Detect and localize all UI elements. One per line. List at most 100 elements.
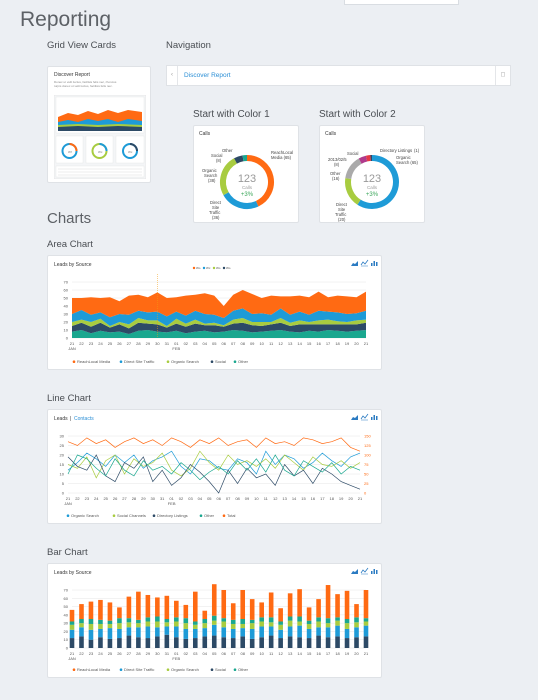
bar-segment	[136, 623, 141, 628]
bar-segment	[259, 602, 264, 618]
x-tick-label: 27	[127, 651, 132, 656]
bar-segment	[287, 636, 293, 648]
x-tick-label: 21	[364, 651, 369, 656]
bar-segment	[249, 638, 255, 648]
x-month-label: FEB	[172, 656, 180, 661]
donut-2-label-direct-3: Traffic	[335, 212, 346, 217]
bar-segment	[249, 623, 255, 629]
chevron-left-icon[interactable]: ‹	[167, 66, 178, 85]
thumb-donut-label-3: Wx	[128, 150, 133, 154]
x-tick-label: 30	[155, 341, 160, 346]
donut-2-label-other: Other	[330, 171, 341, 176]
nav-link-discover-report[interactable]: Discover Report	[184, 72, 231, 79]
x-tick-label: 04	[203, 651, 208, 656]
bar-segment	[126, 596, 132, 619]
bar-segment	[221, 590, 227, 619]
bar-chart-icon[interactable]	[371, 569, 378, 574]
top-toolbar-box	[344, 0, 459, 5]
bar-segment	[211, 624, 217, 636]
x-tick-label: 04	[203, 341, 208, 346]
area-series-direct-site-traffic	[72, 308, 366, 326]
x-tick-label: 10	[254, 496, 259, 501]
top-legend-dot	[212, 266, 216, 270]
bar-segment	[88, 629, 94, 640]
bar-segment	[136, 591, 141, 620]
donut-2-label-directory: Directory Listings	[380, 148, 412, 153]
y-tick-label: 150	[364, 434, 371, 439]
y-tick-label: 0	[62, 491, 65, 496]
section-charts: Charts	[47, 210, 92, 227]
bar-segment	[249, 619, 255, 624]
bar-segment	[155, 621, 160, 628]
legend-swatch	[233, 668, 237, 671]
y-tick-label: 70	[64, 280, 69, 285]
y-tick-label: 10	[60, 472, 65, 477]
area-chart: Leads by Source Wo Wc Wo Wo 010203040506070…	[54, 259, 378, 364]
legend-swatch	[199, 514, 203, 517]
x-tick-label: 21	[70, 341, 75, 346]
area-chart-icon[interactable]	[351, 415, 358, 420]
bar-segment	[117, 618, 122, 624]
bar-segment	[306, 620, 312, 624]
donut-1-label-direct: Direct	[210, 200, 222, 205]
top-legend-dot	[222, 266, 226, 270]
x-tick-label: 21	[358, 496, 363, 501]
x-tick-label: 15	[307, 341, 312, 346]
y-tick-label: 50	[364, 472, 369, 477]
x-month-label: JAN	[64, 501, 72, 506]
bar-segment	[183, 604, 189, 619]
bar-segment	[316, 617, 321, 622]
bar-segment	[88, 623, 94, 630]
x-tick-label: 03	[193, 341, 198, 346]
line-chart-icon[interactable]	[360, 259, 369, 267]
legend-item: Social Channels	[117, 513, 146, 518]
legend-swatch	[119, 668, 123, 671]
grid-view-card[interactable]: Discover Report Donec ut velit luctus, f…	[47, 66, 151, 183]
bar-segment	[240, 636, 246, 648]
bar-segment	[183, 623, 189, 629]
donut-2-label-direct: Direct	[336, 202, 348, 207]
x-tick-label: 17	[320, 496, 325, 501]
bar-segment	[268, 626, 274, 636]
bar-chart-icon[interactable]	[371, 415, 378, 420]
line-series-directory-listings	[67, 454, 361, 494]
bar-segment	[325, 637, 331, 648]
bar-segment	[278, 629, 283, 639]
donut-2-label-date: 2013/02/5	[328, 157, 347, 162]
legend-item: Direct Site Traffic	[124, 667, 154, 672]
line-chart-icon[interactable]	[360, 413, 369, 421]
line-chart-tab-leads[interactable]: Leads	[54, 416, 68, 422]
area-chart-icon[interactable]	[351, 260, 358, 266]
legend-swatch	[119, 360, 123, 363]
bar-segment	[164, 619, 170, 623]
donut-1-title: Calls	[199, 131, 211, 137]
bar-segment	[69, 638, 75, 648]
bar-segment	[202, 619, 208, 624]
x-tick-label: 28	[136, 651, 141, 656]
x-tick-label: 20	[354, 651, 359, 656]
top-legend-label: Wc	[206, 266, 211, 270]
x-tick-label: 18	[330, 496, 335, 501]
line-chart-tab-contacts[interactable]: Contacts	[74, 416, 94, 422]
bar-chart-icon[interactable]	[371, 261, 378, 266]
bar-segment	[107, 628, 113, 639]
bar-segment	[174, 621, 179, 627]
bar-segment	[325, 585, 331, 619]
area-series-social	[72, 322, 366, 334]
bar-segment	[306, 638, 312, 648]
area-chart-icon[interactable]	[351, 569, 358, 574]
bar-segment	[325, 627, 331, 638]
x-tick-label: 26	[117, 651, 122, 656]
bar-segment	[259, 621, 264, 627]
share-icon[interactable]: ◻	[495, 66, 510, 85]
line-chart-icon[interactable]	[360, 567, 369, 575]
x-tick-label: 16	[311, 496, 316, 501]
bar-segment	[221, 621, 227, 628]
x-tick-label: 26	[117, 341, 122, 346]
x-tick-label: 10	[259, 651, 264, 656]
bar-segment	[79, 623, 84, 628]
donut-1-center-change: +3%	[241, 192, 254, 198]
x-tick-label: 09	[250, 341, 255, 346]
bar-segment	[278, 624, 283, 630]
x-tick-label: 08	[235, 496, 240, 501]
